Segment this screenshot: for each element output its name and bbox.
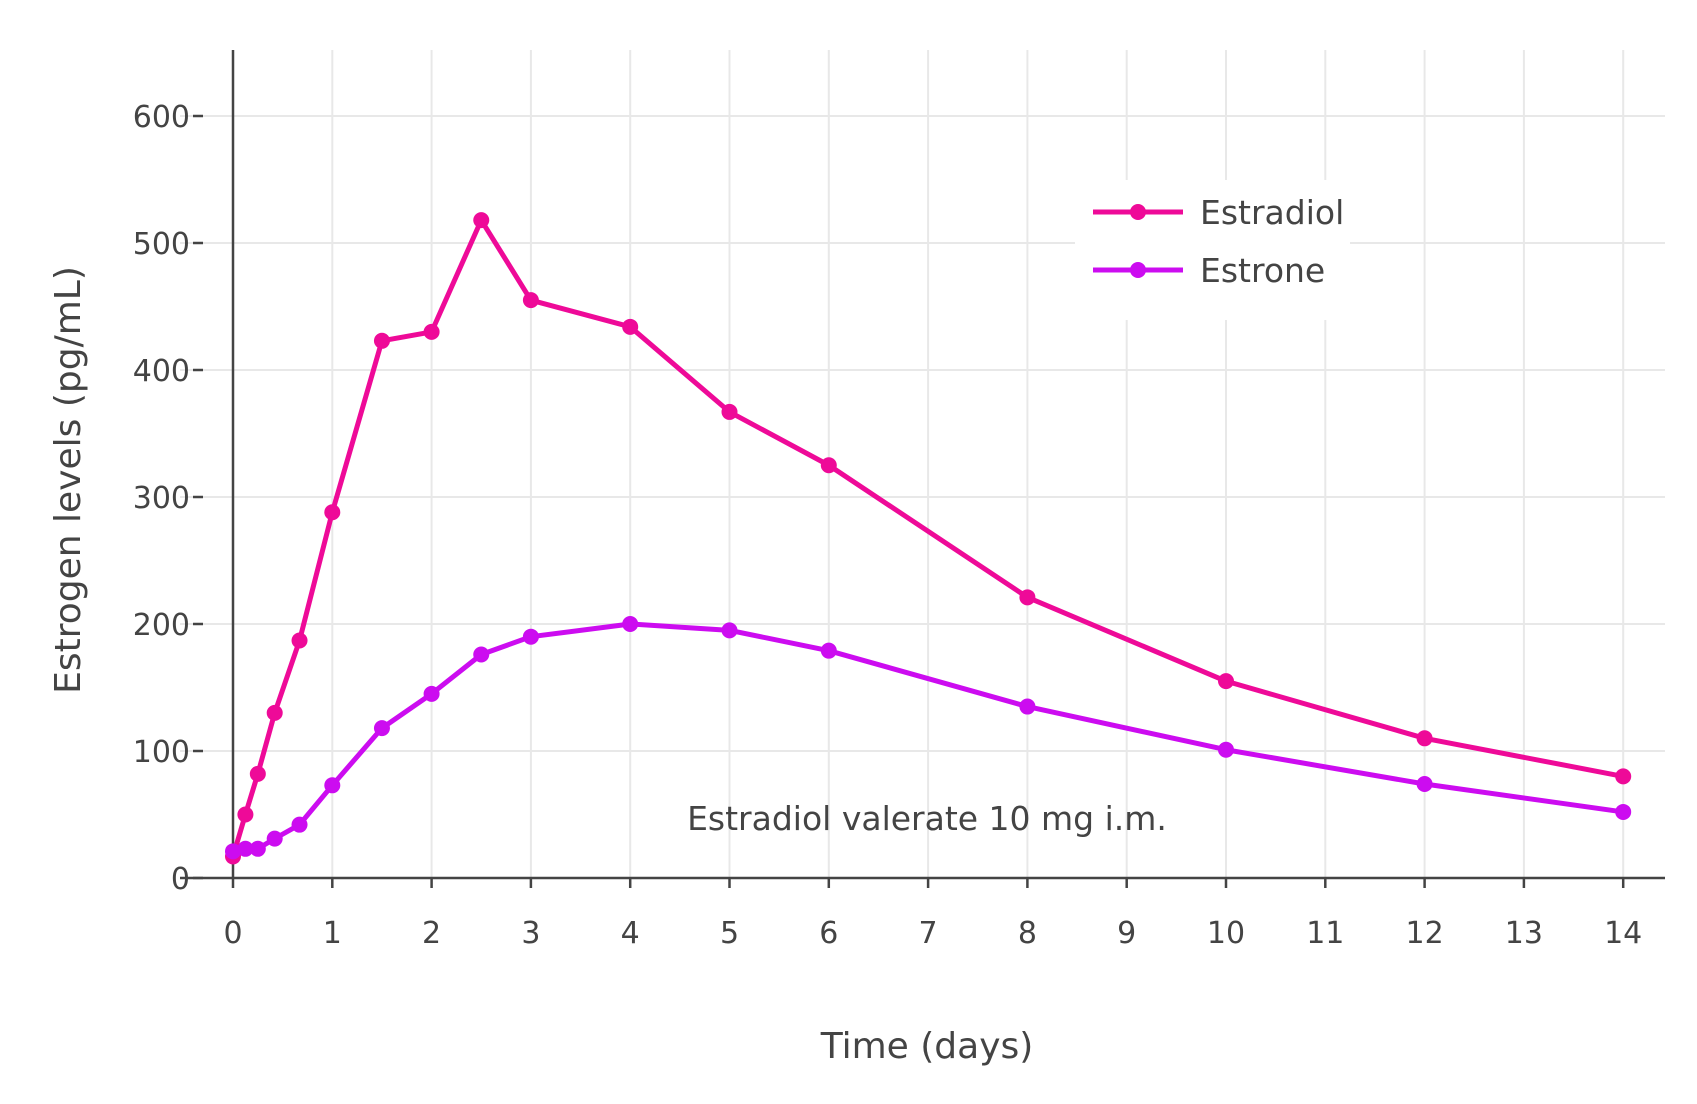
estrone-data-point[interactable] <box>721 622 738 639</box>
x-tick-label: 13 <box>1505 916 1543 951</box>
estradiol-data-point[interactable] <box>291 632 308 649</box>
estradiol-data-point[interactable] <box>423 323 440 340</box>
estrone-data-point[interactable] <box>522 628 539 645</box>
estradiol-data-point[interactable] <box>237 806 254 823</box>
legend-label: Estrone <box>1200 251 1325 290</box>
estradiol-data-point[interactable] <box>820 457 837 474</box>
x-tick-label: 1 <box>323 916 342 951</box>
legend-background <box>1075 180 1350 320</box>
legend-swatch-marker <box>1130 204 1146 220</box>
chart-annotation: Estradiol valerate 10 mg i.m. <box>687 799 1167 838</box>
estrone-data-point[interactable] <box>225 843 241 860</box>
x-tick-label: 2 <box>422 916 441 951</box>
x-tick-label: 4 <box>621 916 640 951</box>
x-tick-label: 6 <box>819 916 838 951</box>
estrone-data-point[interactable] <box>473 646 490 663</box>
y-axis-title: Estrogen levels (pg/mL) <box>48 266 89 694</box>
estrone-data-point[interactable] <box>291 816 308 833</box>
estrone-data-point[interactable] <box>1218 741 1234 758</box>
legend-item-estrone[interactable]: Estrone <box>1093 251 1325 290</box>
estrone-data-point[interactable] <box>622 616 639 632</box>
x-tick-label: 0 <box>223 916 242 951</box>
estrone-data-point[interactable] <box>1615 803 1632 820</box>
estrone-data-point[interactable] <box>237 840 254 857</box>
estrone-data-point[interactable] <box>820 642 837 659</box>
series-estradiol <box>225 212 1632 865</box>
legend-swatch-marker <box>1130 262 1146 278</box>
estradiol-data-point[interactable] <box>373 332 390 349</box>
estradiol-data-point[interactable] <box>266 704 283 721</box>
estrone-data-point[interactable] <box>1019 698 1036 715</box>
estrone-data-point[interactable] <box>1416 776 1433 793</box>
x-tick-label: 14 <box>1604 916 1642 951</box>
series-estrone <box>225 616 1632 860</box>
estradiol-data-point[interactable] <box>1615 768 1632 785</box>
estradiol-data-point[interactable] <box>249 765 266 782</box>
estradiol-data-point[interactable] <box>721 403 738 420</box>
estradiol-data-point[interactable] <box>1019 589 1036 606</box>
y-tick-label: 300 <box>133 481 190 516</box>
estrone-data-point[interactable] <box>423 685 440 702</box>
x-tick-label: 5 <box>720 916 739 951</box>
estradiol-data-point[interactable] <box>522 292 539 309</box>
estrone-data-point[interactable] <box>373 720 390 737</box>
estrone-data-point[interactable] <box>266 830 283 847</box>
estradiol-data-point[interactable] <box>473 212 490 229</box>
legend-item-estradiol[interactable]: Estradiol <box>1093 193 1344 232</box>
grid-layer <box>180 50 1665 880</box>
x-tick-label: 7 <box>919 916 938 951</box>
x-tick-label: 3 <box>521 916 540 951</box>
estradiol-data-point[interactable] <box>1218 673 1234 690</box>
estrone-data-point[interactable] <box>324 777 341 794</box>
series-layer <box>225 212 1632 865</box>
legend-label: Estradiol <box>1200 193 1344 232</box>
x-tick-label: 10 <box>1207 916 1245 951</box>
estradiol-data-point[interactable] <box>1416 730 1433 747</box>
y-tick-label: 0 <box>171 862 190 897</box>
y-tick-label: 100 <box>133 735 190 770</box>
x-tick-label: 11 <box>1306 916 1344 951</box>
legend[interactable]: Estradiol Estrone <box>1075 180 1350 320</box>
x-tick-label: 9 <box>1117 916 1136 951</box>
x-tick-label: 8 <box>1018 916 1037 951</box>
x-tick-label: 12 <box>1406 916 1444 951</box>
estrone-data-point[interactable] <box>249 840 266 857</box>
x-axis-title: Time (days) <box>820 1026 1034 1067</box>
estradiol-data-point[interactable] <box>622 318 639 335</box>
y-tick-label: 500 <box>133 227 190 262</box>
y-tick-label: 400 <box>133 354 190 389</box>
estradiol-data-point[interactable] <box>324 504 341 521</box>
y-tick-label: 200 <box>133 608 190 643</box>
y-tick-label: 600 <box>133 100 190 135</box>
